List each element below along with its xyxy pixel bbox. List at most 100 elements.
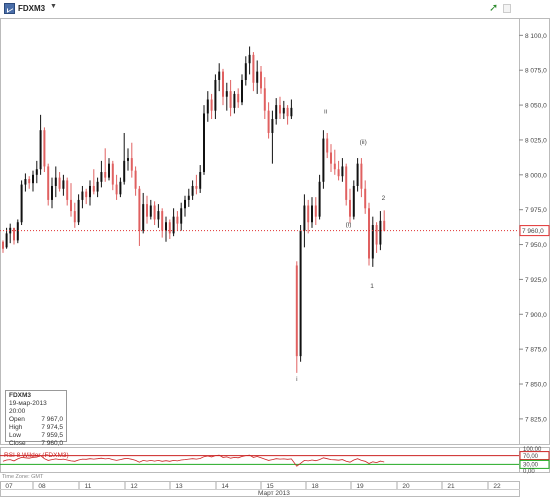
candle-body — [85, 191, 88, 198]
current-price-line-group: 7 960,0 — [0, 225, 550, 237]
candle-body — [237, 93, 240, 103]
candle-body — [153, 205, 156, 220]
candle-body — [96, 181, 99, 192]
x-tick-label: 22 — [493, 483, 501, 490]
candle-body — [104, 172, 107, 178]
rsi-y-label: 70,00 — [523, 454, 539, 460]
x-tick-label: 08 — [38, 483, 46, 490]
chart-symbol-icon[interactable] — [4, 3, 15, 14]
candle-body — [70, 199, 72, 212]
candle-body — [108, 163, 110, 178]
rsi-y-label: 100,00 — [523, 447, 542, 453]
candle-body — [322, 138, 325, 182]
candle-body — [260, 71, 262, 89]
candle-body — [282, 107, 285, 114]
candle-body — [218, 71, 221, 80]
candle-body — [13, 227, 15, 241]
candle-body — [115, 184, 118, 195]
candle-body — [191, 185, 194, 196]
candle-body — [371, 225, 374, 259]
wave-label: i — [296, 376, 297, 383]
candle-body — [341, 166, 344, 177]
chevron-down-icon[interactable]: ▼ — [50, 3, 57, 10]
y-tick-label: 7 975,0 — [525, 207, 547, 214]
candle-body — [24, 179, 27, 185]
candle-body — [89, 185, 91, 198]
wave-labels-group: iii(i)(ii)12 — [296, 108, 386, 383]
candle-body — [161, 211, 164, 231]
candle-body — [187, 195, 190, 200]
time-x-axis: 07 08 11 12 13 14 15 18 19 20 21 22 — [0, 482, 501, 490]
y-tick-label: 7 850,0 — [525, 382, 547, 389]
candle-body — [180, 208, 183, 224]
y-tick-label: 8 050,0 — [525, 103, 547, 110]
x-tick-label: 12 — [130, 483, 138, 490]
rsi-y-label: 30,00 — [523, 463, 539, 469]
info-label: Low — [9, 432, 21, 439]
time-axis-label: Март 2013 — [258, 490, 290, 497]
candle-body — [337, 169, 340, 177]
candle-body — [176, 216, 179, 224]
candle-body — [100, 172, 103, 182]
candle-body — [146, 204, 148, 217]
candle-body — [295, 265, 298, 357]
candle-body — [5, 233, 8, 248]
candle-body — [43, 130, 46, 167]
info-row-high: High 7 974,5 — [9, 424, 63, 432]
y-tick-label: 8 075,0 — [525, 68, 547, 75]
candle-body — [271, 119, 274, 133]
rsi-level-tag — [519, 459, 550, 469]
candle-body — [73, 211, 76, 223]
wave-label: 1 — [370, 283, 374, 290]
candle-body — [290, 107, 293, 117]
candle-body — [47, 166, 50, 200]
candle-body — [111, 163, 114, 185]
info-row-close: Close 7 960,0 — [9, 440, 63, 448]
candle-body — [39, 130, 42, 170]
y-tick-label: 8 100,0 — [525, 33, 547, 40]
x-tick-label: 07 — [5, 483, 13, 490]
info-value: 7 959,5 — [41, 432, 63, 439]
y-tick-label: 7 900,0 — [525, 312, 547, 319]
candle-body — [233, 93, 236, 108]
candle-body — [9, 227, 12, 234]
pin-icon[interactable]: ➚ — [489, 2, 499, 14]
candle-body — [2, 241, 4, 249]
symbol-title[interactable]: FDXM3 — [18, 4, 46, 13]
candle-body — [35, 169, 38, 175]
info-symbol: FDXM3 — [9, 392, 32, 399]
candle-body — [314, 205, 317, 217]
x-tick-label: 14 — [221, 483, 229, 490]
candle-body — [267, 110, 270, 133]
wave-label: (ii) — [360, 139, 367, 146]
candle-body — [184, 199, 186, 209]
candle-body — [134, 170, 137, 189]
info-label: Close — [9, 440, 26, 447]
info-datetime: 19-мар-2013 20:00 — [9, 400, 47, 415]
candle-body — [222, 71, 224, 97]
candle-body — [303, 205, 306, 231]
candle-body — [168, 222, 171, 234]
candle-body — [225, 91, 228, 97]
candle-body — [142, 204, 145, 231]
candles-group — [2, 46, 386, 373]
price-y-axis: 8 100,0 8 075,0 8 050,0 8 025,0 8 000,0 7 975… — [519, 33, 547, 423]
candle-body — [256, 71, 259, 83]
window-restore-icon[interactable] — [503, 4, 511, 13]
candle-body — [203, 113, 205, 173]
wave-label: ii — [324, 108, 327, 115]
rsi-level-tag — [519, 451, 550, 461]
info-row-low: Low 7 959,5 — [9, 432, 63, 440]
candle-body — [286, 107, 289, 117]
rsi-line — [2, 454, 385, 467]
x-tick-label: 18 — [311, 483, 319, 490]
candle-body — [130, 158, 133, 171]
candle-body — [157, 211, 160, 220]
x-tick-label: 13 — [175, 483, 183, 490]
candle-body — [379, 220, 382, 245]
candle-body — [199, 172, 202, 189]
candle-body — [210, 99, 213, 111]
candle-body — [345, 166, 348, 200]
